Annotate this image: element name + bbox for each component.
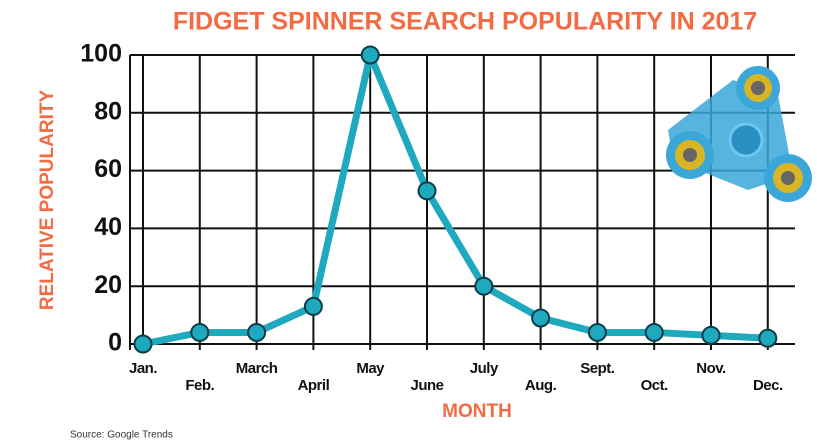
x-tick-label: March bbox=[236, 360, 278, 377]
chart-title: FIDGET SPINNER SEARCH POPULARITY IN 2017 bbox=[173, 8, 757, 36]
x-tick-label: Dec. bbox=[753, 377, 783, 394]
spinner-center bbox=[730, 124, 762, 156]
point bbox=[305, 298, 322, 315]
x-axis-title: MONTH bbox=[442, 401, 512, 422]
x-tick-label: May bbox=[356, 360, 385, 377]
point bbox=[532, 309, 549, 326]
point bbox=[419, 182, 436, 199]
point bbox=[646, 324, 663, 341]
spinner-bearing bbox=[683, 148, 697, 162]
x-tick-label: Nov. bbox=[696, 360, 726, 377]
x-tick-label: Feb. bbox=[185, 377, 214, 394]
point bbox=[703, 327, 720, 344]
x-tick-label: June bbox=[410, 377, 443, 394]
plot bbox=[135, 47, 777, 353]
y-axis-title: RELATIVE POPULARITY bbox=[37, 90, 58, 311]
y-tick-label: 60 bbox=[94, 155, 122, 183]
point bbox=[759, 330, 776, 347]
x-tick-label: Aug. bbox=[525, 377, 557, 394]
x-tick-label: Oct. bbox=[641, 377, 669, 394]
spinner-bearing bbox=[751, 81, 765, 95]
point bbox=[191, 324, 208, 341]
x-tick-label: Sept. bbox=[580, 360, 615, 377]
y-tick-label: 40 bbox=[94, 213, 122, 241]
line bbox=[143, 55, 768, 344]
x-tick-label: July bbox=[470, 360, 499, 377]
x-tick-label: Jan. bbox=[129, 360, 157, 377]
point bbox=[248, 324, 265, 341]
chart: FIDGET SPINNER SEARCH POPULARITY IN 2017… bbox=[0, 0, 817, 445]
spinner-illustration bbox=[666, 66, 812, 202]
grid bbox=[130, 55, 795, 350]
y-tick-label: 100 bbox=[80, 40, 122, 68]
page: {"chart_data": {"type": "line", "title":… bbox=[0, 0, 817, 445]
y-tick-label: 20 bbox=[94, 271, 122, 299]
point bbox=[135, 336, 152, 353]
source-note: Source: Google Trends bbox=[70, 430, 173, 441]
y-tick-label: 80 bbox=[94, 97, 122, 125]
x-tick-label: April bbox=[298, 377, 330, 394]
point bbox=[475, 278, 492, 295]
point bbox=[589, 324, 606, 341]
point bbox=[362, 47, 379, 64]
spinner-bearing bbox=[781, 171, 795, 185]
y-tick-label: 0 bbox=[108, 329, 122, 357]
